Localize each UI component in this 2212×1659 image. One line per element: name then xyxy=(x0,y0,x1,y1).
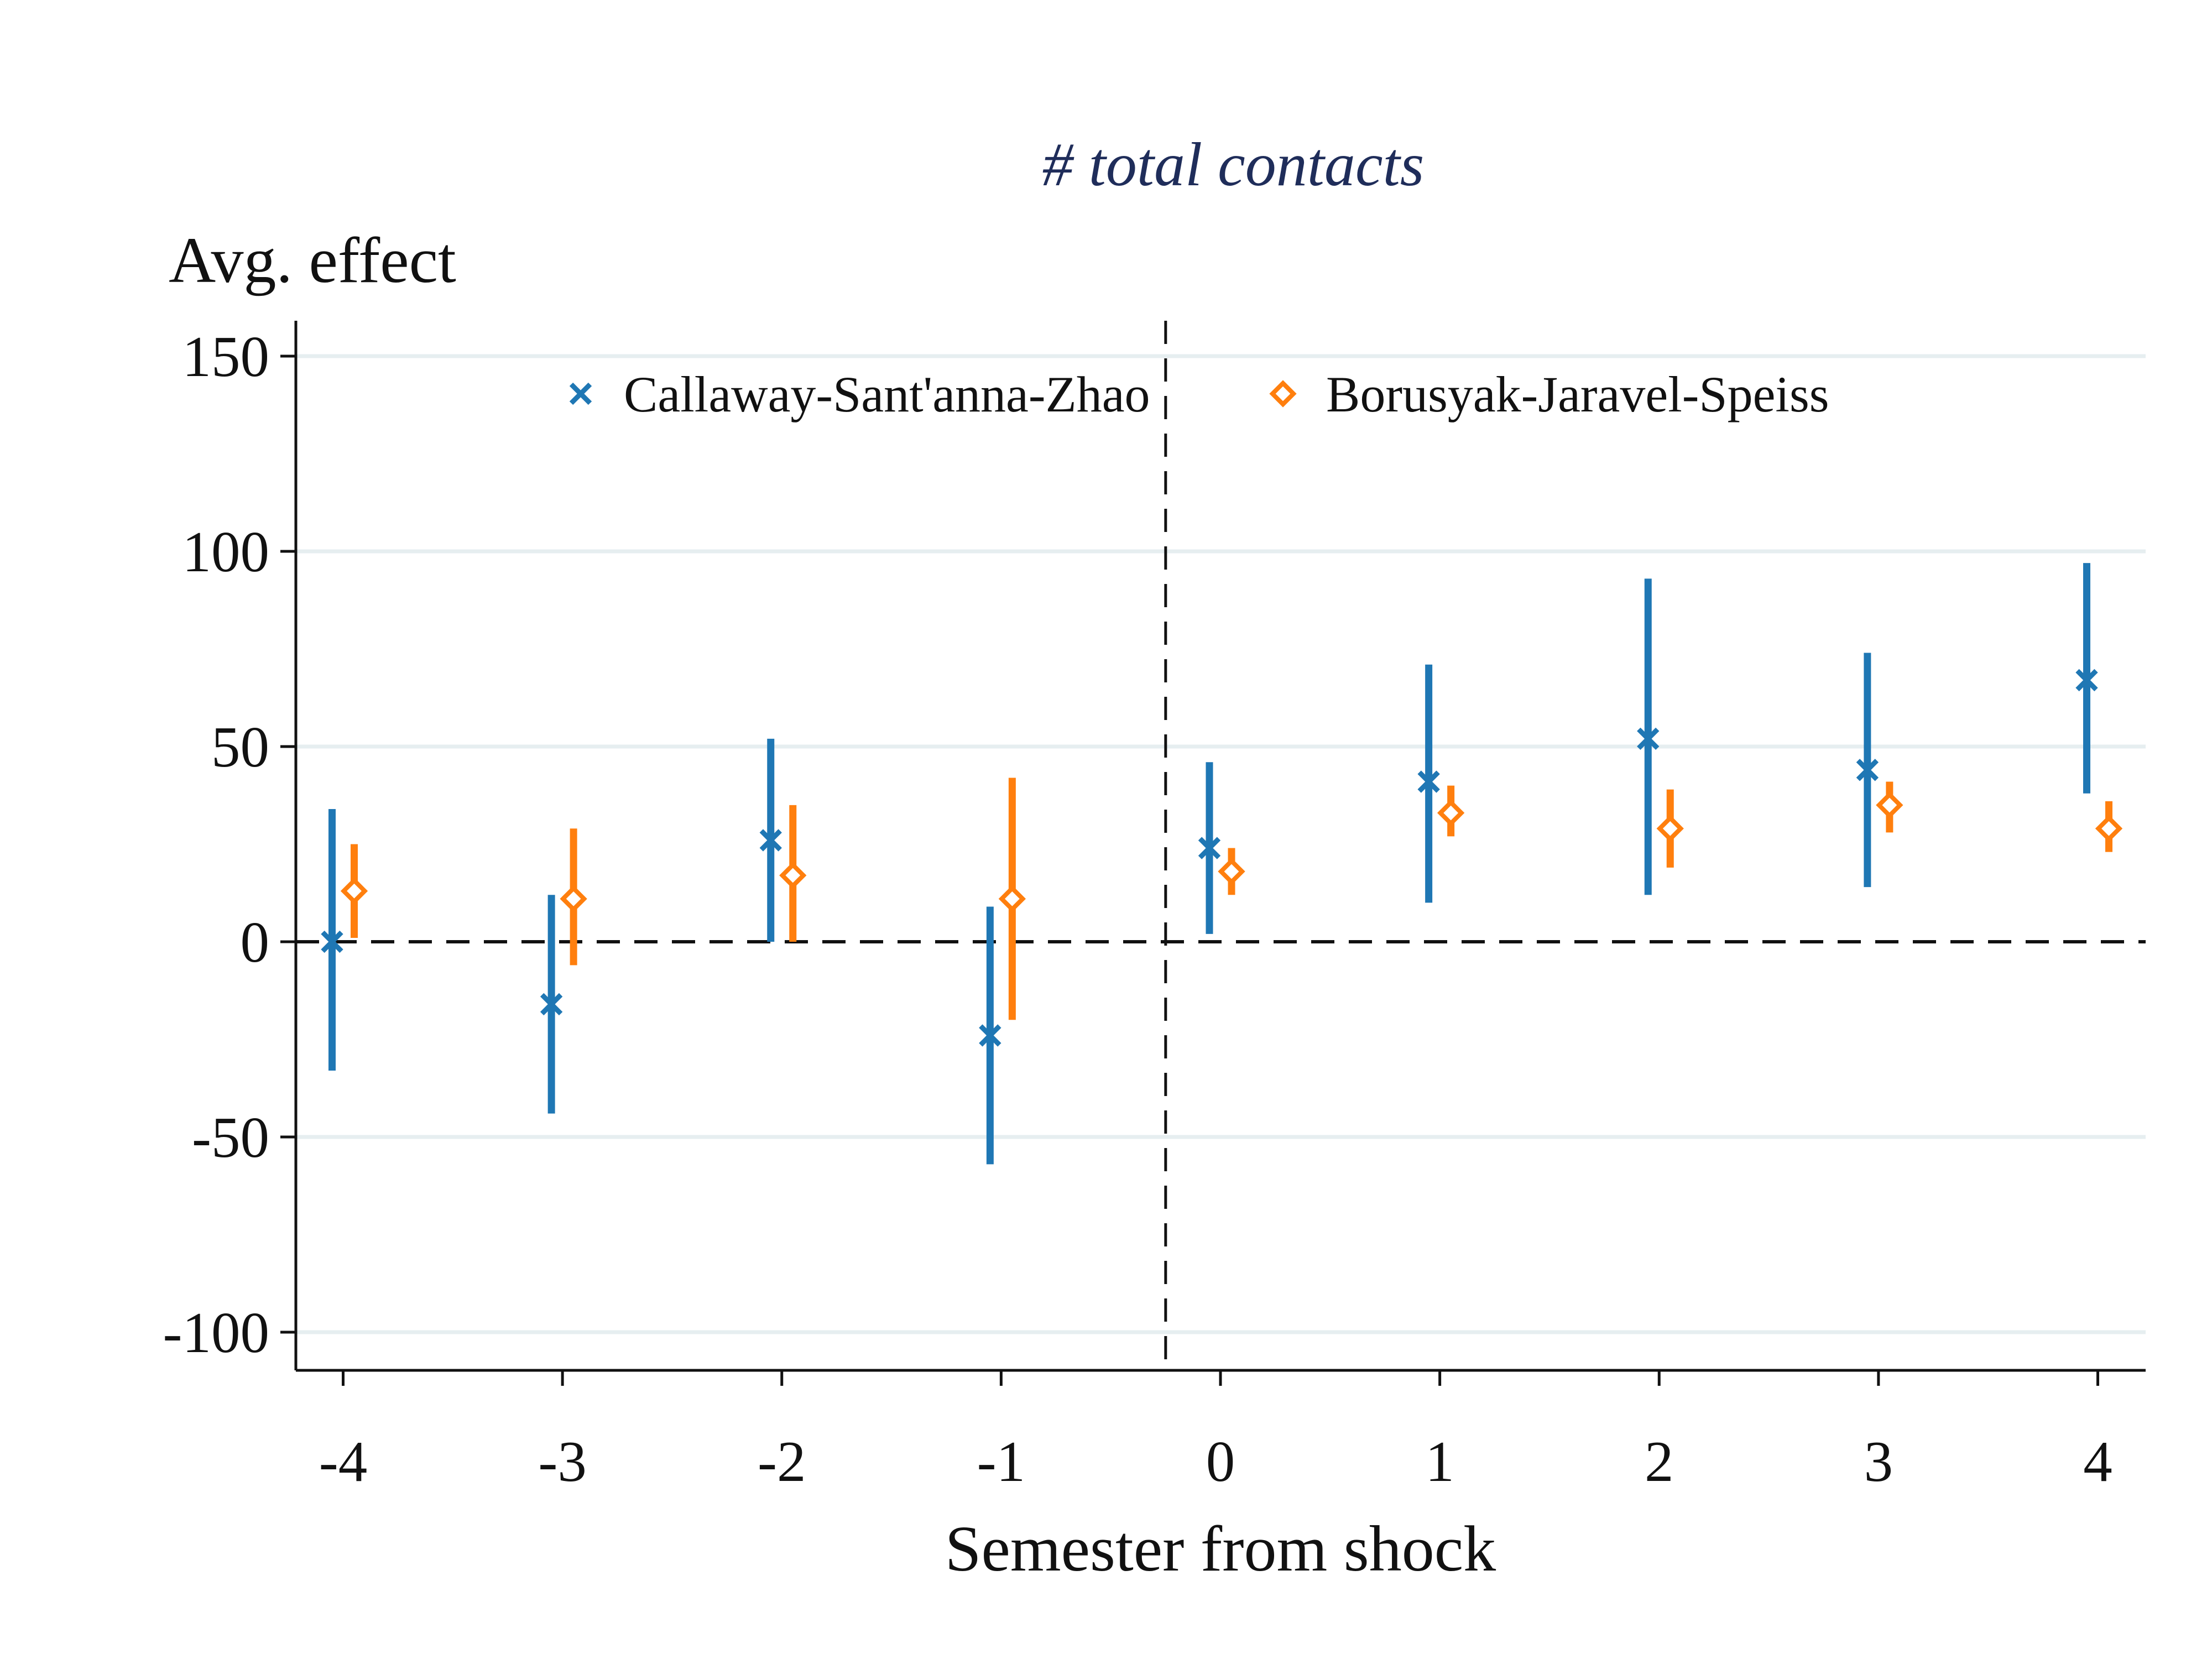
y-tick-label: 150 xyxy=(182,324,270,389)
point-estimate-diamond xyxy=(1437,799,1465,827)
ticks: -100 -50 0 50 100 150 -4 -3 -2 -1 0 1 2 3 4 xyxy=(163,324,2112,1494)
point-estimate-diamond xyxy=(1656,815,1684,842)
point-estimate-x xyxy=(540,993,563,1016)
point-estimate-x xyxy=(1198,837,1221,859)
x-tick-label: 3 xyxy=(1864,1429,1893,1494)
point-estimate-x xyxy=(1417,770,1440,793)
series-0 xyxy=(321,563,2098,1165)
y-tick-label: 100 xyxy=(182,519,270,584)
legend-label-borusyak: Borusyak-Jaravel-Speiss xyxy=(1326,366,1829,422)
x-axis-title: Semester from shock xyxy=(945,1512,1496,1585)
chart-title: # total contacts xyxy=(1042,131,1425,199)
x-tick-label: 2 xyxy=(1645,1429,1674,1494)
legend-label-callaway: Callaway-Sant'anna-Zhao xyxy=(624,366,1150,422)
point-estimate-x xyxy=(321,930,343,953)
legend-entry-callaway: Callaway-Sant'anna-Zhao xyxy=(569,366,1150,422)
point-estimate-x xyxy=(979,1024,1001,1047)
y-tick-label: -100 xyxy=(163,1300,269,1365)
series xyxy=(321,563,2123,1165)
point-estimate-x xyxy=(2075,669,2098,692)
point-estimate-diamond xyxy=(998,885,1026,912)
legend: Callaway-Sant'anna-Zhao Borusyak-Jaravel… xyxy=(569,366,1829,422)
point-estimate-diamond xyxy=(1218,858,1245,885)
gridlines xyxy=(296,354,2146,1334)
point-estimate-diamond xyxy=(779,862,807,889)
point-estimate-x xyxy=(1856,759,1879,781)
point-estimate-diamond xyxy=(340,877,368,905)
legend-marker-x xyxy=(569,382,592,405)
point-estimate-diamond xyxy=(560,885,587,912)
x-tick-label: 1 xyxy=(1425,1429,1454,1494)
reference-lines xyxy=(296,321,2146,1370)
series-1 xyxy=(340,778,2123,1020)
x-tick-label: -1 xyxy=(977,1429,1025,1494)
legend-marker-diamond xyxy=(1269,380,1297,408)
y-tick-label: 0 xyxy=(241,910,270,974)
y-axis-title: Avg. effect xyxy=(169,224,456,296)
x-tick-label: -4 xyxy=(319,1429,367,1494)
point-estimate-x xyxy=(759,829,782,852)
y-tick-label: 50 xyxy=(211,714,269,779)
x-tick-label: 4 xyxy=(2083,1429,2112,1494)
x-tick-label: 0 xyxy=(1206,1429,1235,1494)
point-estimate-x xyxy=(1637,727,1660,750)
y-tick-label: -50 xyxy=(192,1105,269,1170)
point-estimate-diamond xyxy=(1876,791,1903,819)
x-tick-label: -3 xyxy=(538,1429,586,1494)
x-tick-label: -2 xyxy=(758,1429,806,1494)
point-estimate-diamond xyxy=(2095,815,2123,842)
legend-entry-borusyak: Borusyak-Jaravel-Speiss xyxy=(1269,366,1829,422)
